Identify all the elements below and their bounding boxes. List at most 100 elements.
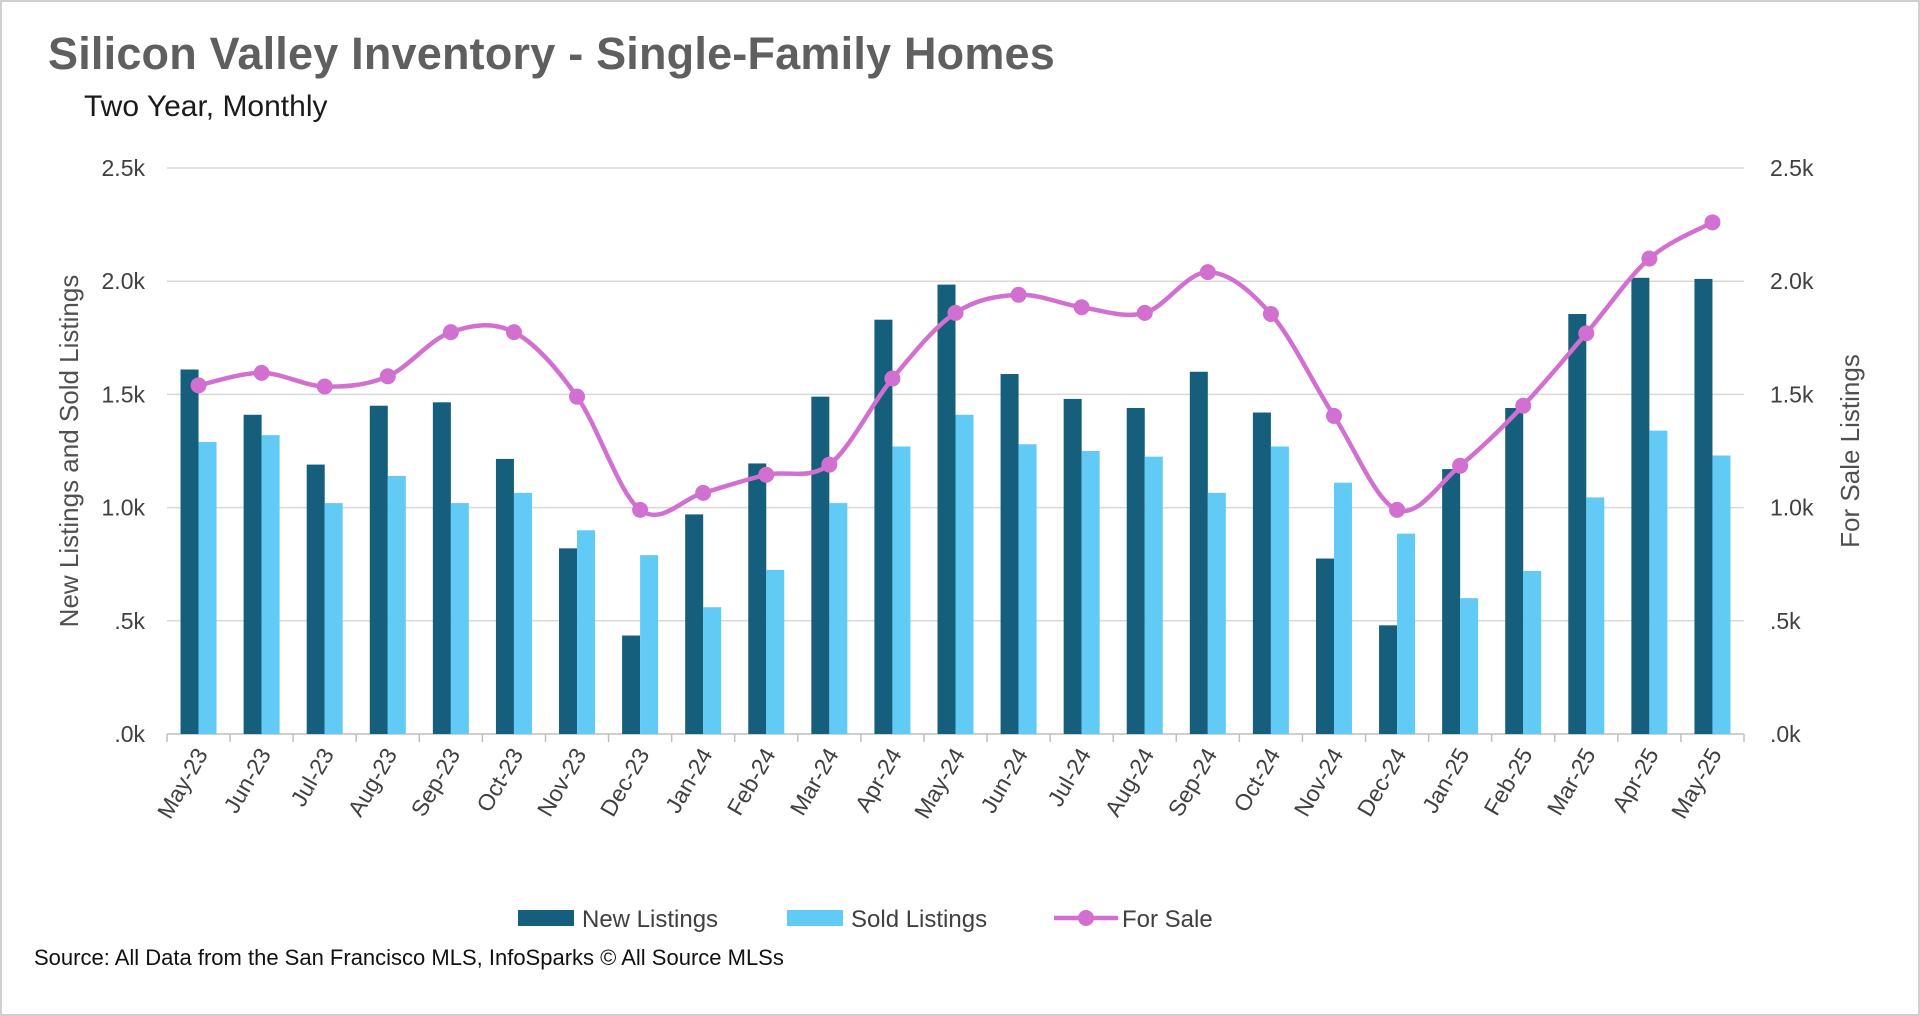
point-for-sale-apr-24: [884, 370, 901, 387]
bar-new-listings-nov-23: [559, 548, 578, 734]
x-tick-label: Aug-23: [343, 744, 403, 821]
bar-new-listings-dec-23: [622, 635, 641, 734]
bars: [180, 277, 1731, 734]
bar-sold-listings-may-23: [198, 441, 217, 734]
chart-title: Silicon Valley Inventory - Single-Family…: [48, 28, 1056, 79]
point-for-sale-jan-24: [695, 484, 712, 501]
bar-new-listings-mar-25: [1568, 314, 1587, 734]
bar-new-listings-feb-24: [748, 463, 767, 734]
point-for-sale-aug-24: [1136, 304, 1153, 321]
x-tick-label: Nov-24: [1289, 743, 1349, 820]
bar-sold-listings-dec-23: [640, 555, 659, 734]
x-tick-label: May-24: [909, 743, 970, 823]
bar-sold-listings-apr-25: [1649, 430, 1668, 734]
bar-new-listings-aug-24: [1126, 407, 1145, 734]
x-tick-label: Oct-23: [471, 744, 528, 817]
bar-new-listings-feb-25: [1505, 407, 1524, 734]
x-tick-label: Jul-23: [285, 744, 339, 811]
x-tick-label: Sep-24: [1163, 743, 1223, 820]
point-for-sale-dec-24: [1389, 501, 1406, 518]
bar-new-listings-may-24: [937, 284, 956, 734]
x-tick-label: Jun-23: [218, 744, 276, 818]
point-for-sale-aug-23: [379, 368, 396, 385]
x-tick-label: Dec-23: [595, 744, 655, 821]
bar-sold-listings-aug-24: [1144, 456, 1163, 734]
x-tick-label: Sep-23: [406, 744, 466, 821]
point-for-sale-sep-24: [1199, 264, 1216, 281]
x-tick-label: Feb-25: [1479, 744, 1538, 820]
point-for-sale-dec-23: [632, 501, 649, 518]
y2-tick-label: 2.5k: [1770, 155, 1814, 181]
point-for-sale-oct-23: [505, 324, 522, 341]
point-for-sale-jan-25: [1452, 457, 1469, 474]
left-axis-title: New Listings and Sold Listings: [54, 275, 84, 628]
x-tick-label: Oct-24: [1228, 743, 1285, 816]
y-tick-label: .0k: [114, 721, 145, 747]
point-for-sale-apr-25: [1641, 250, 1658, 267]
y2-tick-label: 1.0k: [1770, 495, 1814, 521]
y2-tick-label: .5k: [1770, 608, 1801, 634]
right-axis-ticks: .0k .5k 1.0k 1.5k 2.0k 2.5k: [1770, 155, 1814, 747]
x-tick-label: Apr-24: [850, 743, 907, 816]
point-for-sale-nov-24: [1325, 407, 1342, 424]
x-tick-label: Jul-24: [1042, 743, 1096, 810]
bar-sold-listings-sep-24: [1207, 492, 1226, 734]
bar-new-listings-dec-24: [1379, 625, 1398, 734]
y-tick-label: .5k: [114, 608, 145, 634]
bar-sold-listings-nov-23: [577, 530, 596, 734]
bar-new-listings-jul-23: [306, 464, 325, 734]
y-tick-label: 1.5k: [102, 381, 146, 407]
bar-sold-listings-mar-24: [829, 503, 848, 734]
bar-new-listings-jan-25: [1442, 469, 1461, 734]
y-tick-label: 2.0k: [102, 268, 146, 294]
y-tick-label: 2.5k: [102, 155, 146, 181]
point-for-sale-may-24: [947, 304, 964, 321]
bar-new-listings-sep-23: [432, 402, 451, 734]
x-axis-ticks: May-23 Jun-23 Jul-23 Aug-23 Sep-23 Oct-23 Nov-…: [152, 743, 1727, 823]
bar-new-listings-oct-23: [495, 458, 514, 734]
x-tick-label: Jan-24: [660, 743, 718, 817]
legend-label-sold-listings: Sold Listings: [851, 906, 987, 933]
bar-sold-listings-feb-25: [1523, 570, 1542, 734]
x-tick-label: May-23: [152, 744, 213, 823]
x-tick-label: Nov-23: [532, 744, 592, 821]
bar-sold-listings-may-25: [1712, 455, 1731, 734]
legend-swatch-sold-listings: [787, 910, 843, 926]
point-for-sale-may-23: [190, 377, 207, 394]
point-for-sale-sep-23: [442, 324, 459, 341]
x-tick-label: Mar-25: [1542, 744, 1601, 820]
bar-new-listings-apr-24: [874, 319, 893, 734]
bar-sold-listings-nov-24: [1333, 482, 1352, 734]
bar-new-listings-aug-23: [369, 405, 388, 734]
legend-swatch-new-listings: [518, 910, 574, 926]
y2-tick-label: 1.5k: [1770, 381, 1814, 407]
bar-sold-listings-apr-24: [892, 446, 911, 734]
left-axis-ticks: .0k .5k 1.0k 1.5k 2.0k 2.5k: [102, 155, 146, 747]
bar-sold-listings-sep-23: [450, 503, 469, 734]
point-for-sale-jul-24: [1073, 299, 1090, 316]
point-for-sale-jun-23: [253, 364, 270, 381]
y2-tick-label: .0k: [1770, 721, 1801, 747]
bar-sold-listings-jun-23: [261, 435, 280, 734]
bar-new-listings-apr-25: [1631, 277, 1650, 734]
right-axis-title: For Sale Listings: [1835, 354, 1865, 548]
point-for-sale-feb-24: [758, 466, 775, 483]
x-tick-label: Feb-24: [722, 743, 781, 819]
x-tick-label: Mar-24: [785, 743, 844, 819]
bar-sold-listings-jul-23: [324, 503, 343, 734]
bar-sold-listings-aug-23: [387, 475, 406, 734]
bar-sold-listings-may-24: [955, 414, 974, 734]
bar-new-listings-oct-24: [1252, 412, 1271, 734]
bar-sold-listings-oct-24: [1270, 446, 1289, 734]
for-sale-line: [190, 214, 1721, 518]
point-for-sale-mar-25: [1578, 325, 1595, 342]
source-note: Source: All Data from the San Francisco …: [34, 945, 784, 970]
point-for-sale-mar-24: [821, 456, 838, 473]
x-tick-label: Jun-24: [975, 743, 1033, 817]
y2-tick-label: 2.0k: [1770, 268, 1814, 294]
bar-sold-listings-mar-25: [1586, 497, 1605, 734]
legend: New Listings Sold Listings For Sale: [518, 906, 1213, 933]
x-tick-label: Dec-24: [1352, 743, 1412, 820]
legend-marker-for-sale: [1078, 910, 1094, 926]
